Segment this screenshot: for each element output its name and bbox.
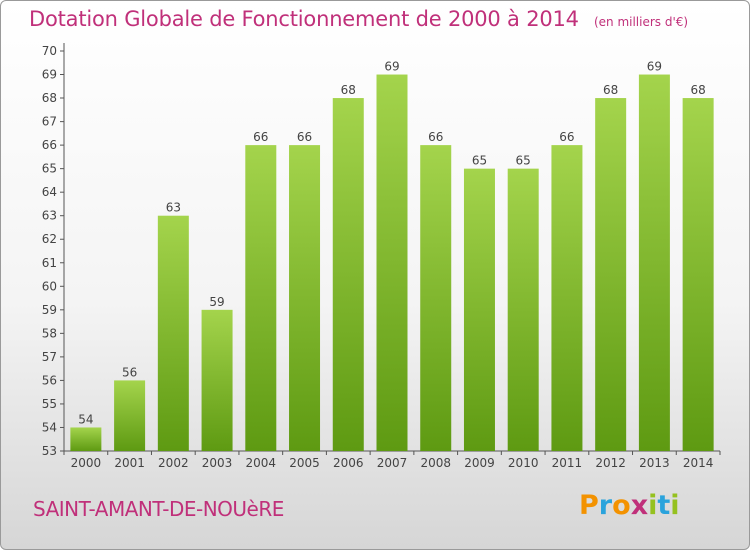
value-label: 68 [690, 83, 705, 97]
commune-name: SAINT-AMANT-DE-NOUèRE [33, 497, 284, 521]
data-labels: 54 56 63 59 66 66 68 69 66 65 65 66 68 69 68 [78, 60, 706, 427]
bar-2014 [682, 98, 714, 451]
x-tick-label: 2006 [333, 456, 364, 470]
y-tick-label: 55 [42, 397, 57, 411]
bars [70, 74, 714, 451]
value-label: 65 [472, 154, 487, 168]
logo-letter: P [579, 490, 599, 521]
bar-2007 [376, 74, 408, 451]
value-label: 66 [253, 130, 268, 144]
y-tick-label: 53 [42, 444, 57, 458]
x-tick-label: 2009 [464, 456, 495, 470]
logo-letter: i [648, 490, 658, 521]
bar-2008 [420, 145, 452, 451]
value-label: 56 [122, 365, 137, 379]
value-label: 66 [428, 130, 443, 144]
bar-2003 [201, 309, 233, 451]
value-label: 59 [209, 295, 224, 309]
value-label: 68 [603, 83, 618, 97]
y-tick-label: 60 [42, 279, 57, 293]
x-tick-label: 2013 [639, 456, 670, 470]
y-tick-label: 59 [42, 303, 57, 317]
y-tick-label: 56 [42, 373, 57, 387]
bar-2011 [551, 145, 583, 451]
title-block: Dotation Globale de Fonctionnement de 20… [29, 7, 688, 31]
bar-2004 [245, 145, 277, 451]
bar-2001 [114, 380, 146, 451]
logo-letter: i [670, 490, 680, 521]
y-tick-label: 69 [42, 68, 57, 82]
x-tick-label: 2012 [595, 456, 626, 470]
x-tick-label: 2001 [114, 456, 145, 470]
value-label: 66 [559, 130, 574, 144]
y-tick-label: 70 [42, 44, 57, 58]
bar-2000 [70, 427, 102, 451]
value-label: 54 [78, 412, 93, 426]
chart-title: Dotation Globale de Fonctionnement de 20… [29, 7, 579, 31]
y-tick-label: 63 [42, 209, 57, 223]
bar-2002 [157, 215, 189, 451]
logo-letter: x [630, 490, 649, 521]
y-tick-label: 68 [42, 91, 57, 105]
y-tick-label: 62 [42, 232, 57, 246]
x-tick-label: 2014 [683, 456, 714, 470]
value-label: 68 [341, 83, 356, 97]
x-tick-label: 2004 [246, 456, 277, 470]
value-label: 66 [297, 130, 312, 144]
bar-2013 [638, 74, 670, 451]
x-tick-label: 2008 [420, 456, 451, 470]
bar-2010 [507, 168, 539, 451]
bar-2005 [289, 145, 321, 451]
x-tick-label: 2000 [71, 456, 102, 470]
x-tick-label: 2011 [552, 456, 583, 470]
bar-2012 [595, 98, 627, 451]
logo-letter: o [612, 490, 631, 521]
value-label: 63 [166, 201, 181, 215]
y-tick-label: 64 [42, 185, 57, 199]
y-tick-label: 57 [42, 350, 57, 364]
bar-2006 [332, 98, 364, 451]
y-tick-label: 61 [42, 256, 57, 270]
y-tick-label: 67 [42, 115, 57, 129]
unit-label: (en milliers d'€) [593, 15, 689, 29]
logo-letter: r [598, 490, 613, 521]
x-tick-label: 2002 [158, 456, 189, 470]
bar-2009 [463, 168, 495, 451]
x-tick-label: 2003 [202, 456, 233, 470]
y-tick-label: 65 [42, 162, 57, 176]
y-tick-label: 54 [42, 420, 57, 434]
y-tick-label: 66 [42, 138, 57, 152]
proxiti-logo: Proxiti [579, 490, 680, 521]
x-tick-label: 2010 [508, 456, 539, 470]
x-tick-label: 2007 [377, 456, 408, 470]
x-tick-label: 2005 [289, 456, 320, 470]
value-label: 65 [516, 154, 531, 168]
y-tick-label: 58 [42, 326, 57, 340]
value-label: 69 [384, 60, 399, 74]
value-label: 69 [647, 60, 662, 74]
axes: 53 54 55 56 57 58 59 60 61 62 63 64 65 66 67 68 69 70 2000… [42, 43, 721, 470]
logo-letter: t [657, 490, 671, 521]
